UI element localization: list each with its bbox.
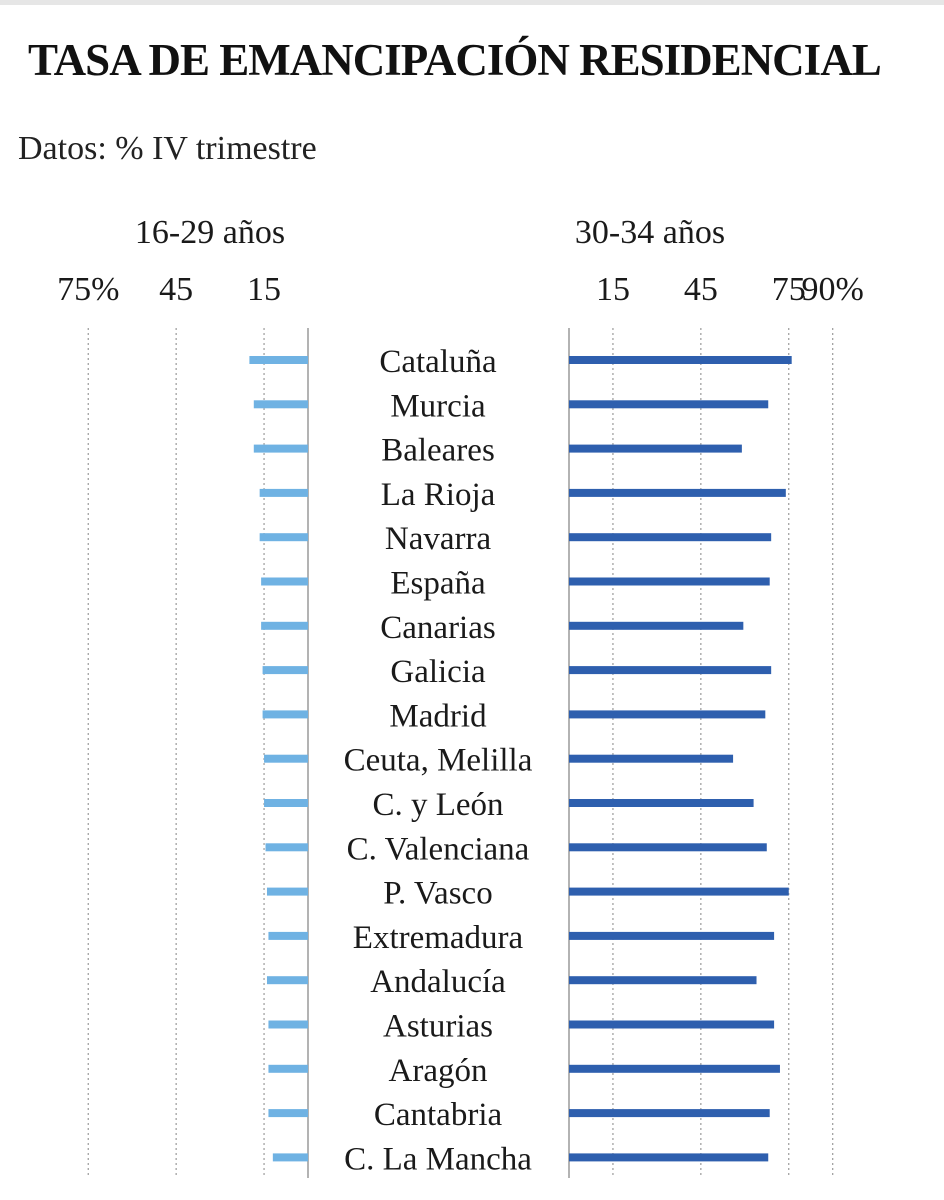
category-label: Cantabria: [374, 1097, 503, 1133]
right-series-label: 30-34 años: [575, 214, 725, 251]
left-bar: [266, 887, 308, 896]
category-label: Baleares: [381, 433, 495, 469]
left-bar: [268, 1109, 308, 1118]
category-label: La Rioja: [381, 477, 496, 513]
category-label: Cataluña: [379, 344, 497, 380]
left-bar: [264, 754, 308, 763]
right-bar: [569, 799, 754, 807]
left-tick-label: 45: [159, 271, 193, 308]
right-bar: [569, 488, 786, 497]
right-bar: [569, 577, 770, 586]
category-label: C. Valenciana: [347, 831, 530, 867]
left-bar: [253, 444, 308, 453]
category-label: Murcia: [390, 388, 486, 424]
right-bar: [569, 754, 734, 763]
category-label: Canarias: [380, 610, 495, 646]
category-label: Aragón: [389, 1053, 488, 1089]
left-bar: [261, 621, 308, 630]
left-tick-label: 75%: [57, 271, 119, 308]
left-bar: [265, 843, 308, 852]
right-bar: [569, 356, 792, 364]
left-bar: [253, 400, 308, 409]
left-bar: [268, 1064, 308, 1073]
right-bar: [569, 1153, 769, 1162]
left-series-label: 16-29 años: [135, 214, 285, 251]
right-tick-label: 15: [596, 271, 630, 308]
right-bar: [569, 444, 742, 453]
left-bar: [249, 356, 308, 364]
left-bar: [272, 1153, 308, 1162]
category-label: Andalucía: [370, 964, 506, 1000]
right-bar: [569, 666, 772, 675]
category-label: Extremadura: [353, 920, 524, 956]
right-bar: [569, 533, 772, 542]
right-bar: [569, 621, 744, 630]
left-bar: [264, 799, 308, 807]
top-border: [0, 0, 944, 5]
right-bar: [569, 843, 767, 852]
category-label: C. y León: [372, 787, 503, 823]
left-tick-label: 15: [247, 271, 281, 308]
right-bar: [569, 1020, 775, 1029]
left-bar: [259, 533, 308, 542]
category-label: España: [390, 566, 486, 602]
right-bar: [569, 710, 766, 719]
right-tick-label: 90%: [802, 271, 864, 308]
right-bar: [569, 1109, 770, 1118]
category-label: Navarra: [385, 521, 492, 557]
right-bar: [569, 931, 775, 940]
category-label: Ceuta, Melilla: [344, 743, 533, 779]
right-bar: [569, 887, 789, 896]
left-bar: [262, 666, 308, 675]
left-bar: [261, 577, 308, 586]
category-label: Asturias: [383, 1009, 493, 1045]
left-bar: [268, 931, 308, 940]
right-bar: [569, 1064, 780, 1073]
right-bar: [569, 400, 769, 409]
category-label: Galicia: [390, 654, 486, 690]
right-tick-label: 45: [684, 271, 718, 308]
category-label: Madrid: [389, 698, 487, 734]
category-label: C. La Mancha: [344, 1141, 532, 1177]
left-bar: [266, 976, 308, 985]
left-bar: [262, 710, 308, 719]
right-tick-label: 75: [772, 271, 806, 308]
left-bar: [259, 488, 308, 497]
chart-title: TASA DE EMANCIPACIÓN RESIDENCIAL: [28, 35, 882, 85]
right-bar: [569, 976, 757, 985]
category-label: P. Vasco: [383, 876, 492, 912]
chart-subtitle: Datos: % IV trimestre: [18, 130, 317, 167]
left-bar: [268, 1020, 308, 1029]
